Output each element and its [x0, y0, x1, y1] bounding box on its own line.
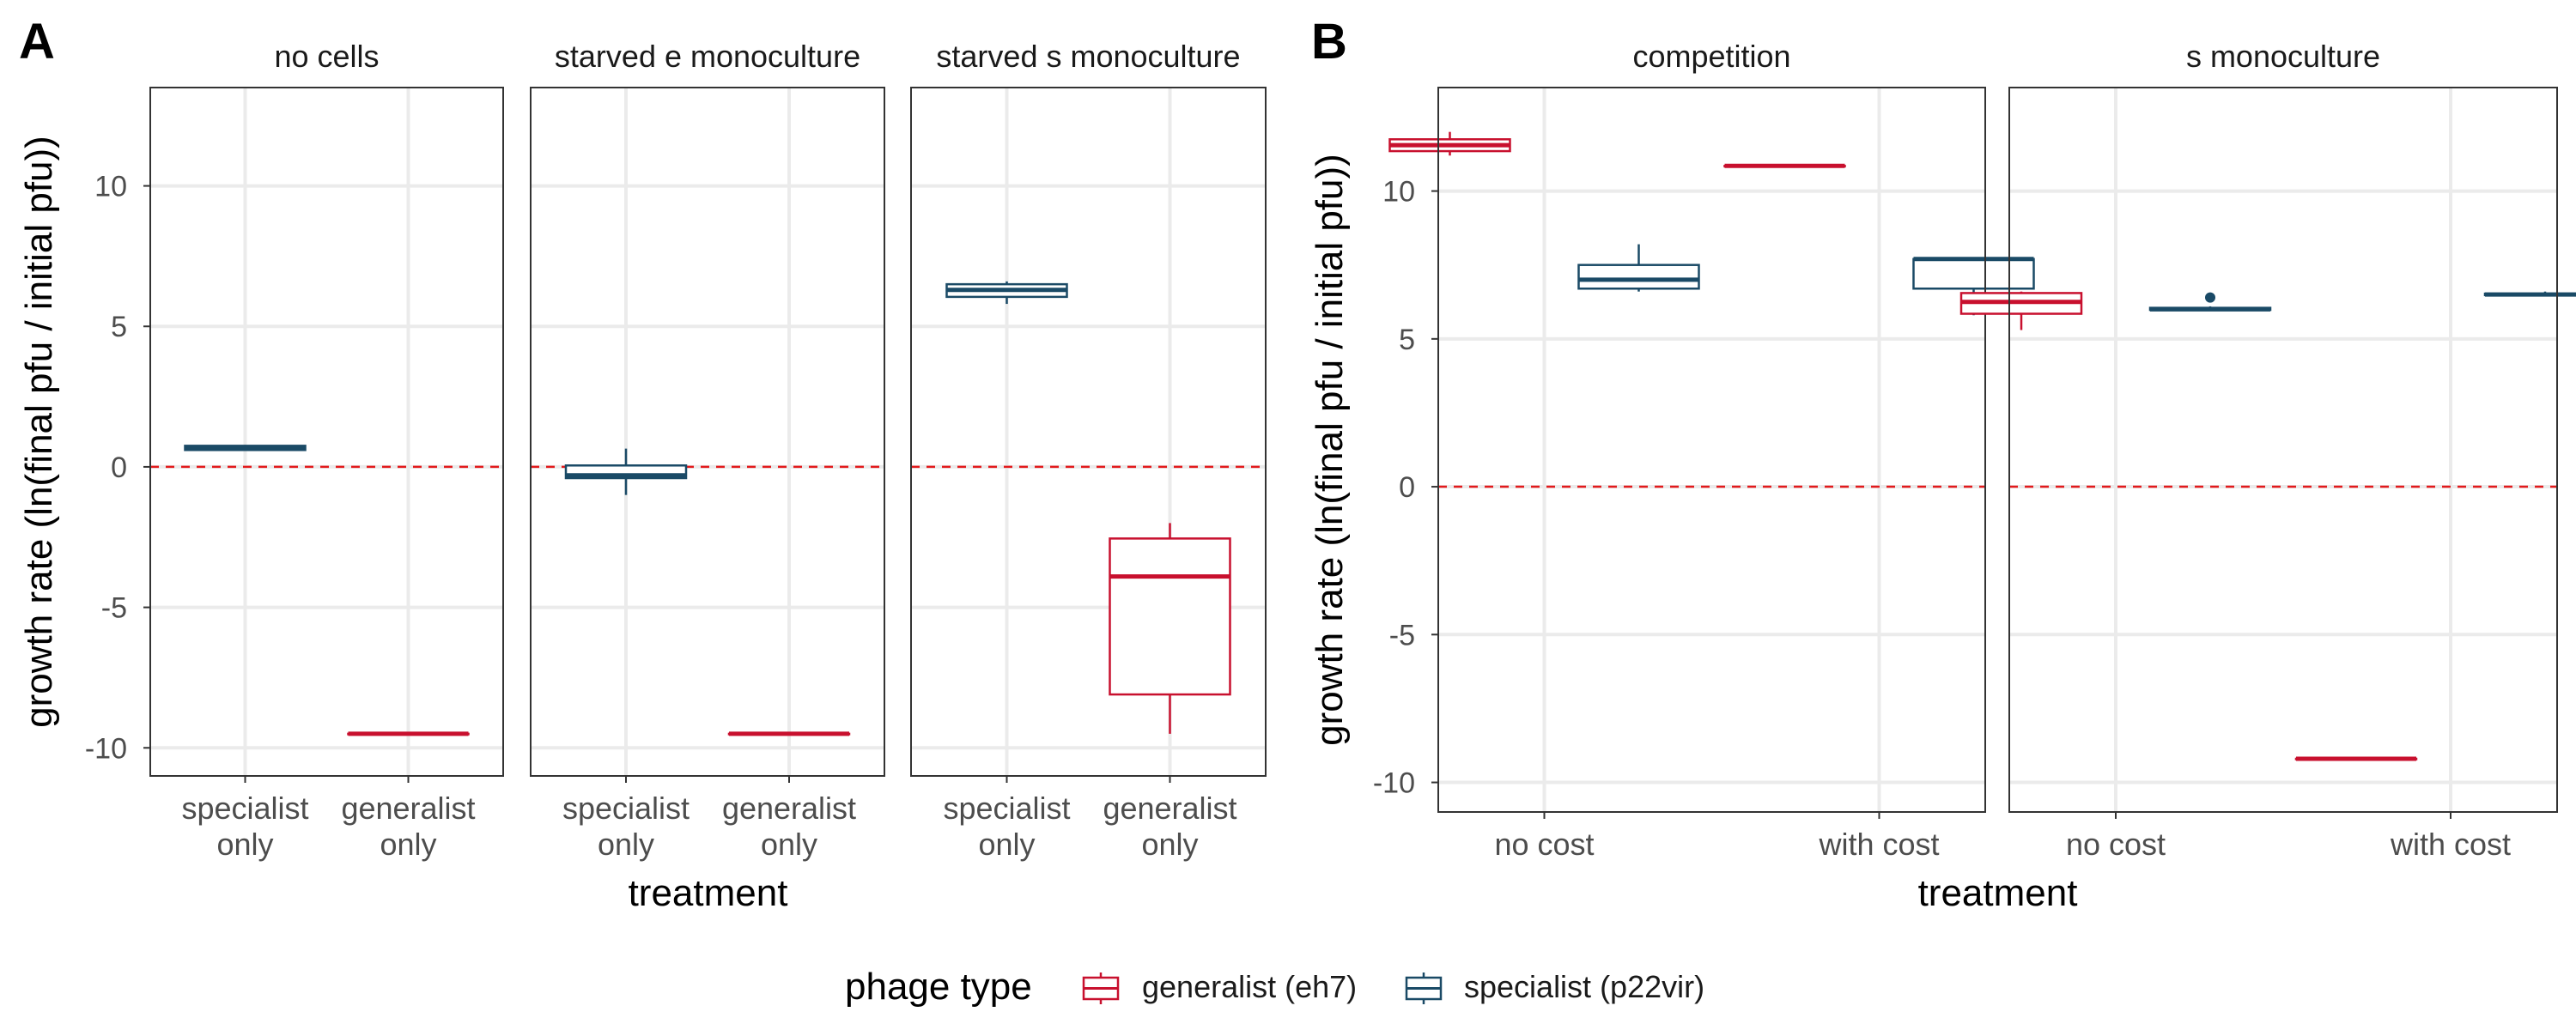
x-tick-label: only — [380, 827, 436, 862]
y-tick-label: 5 — [1399, 324, 1415, 356]
y-tick-label: -10 — [1373, 767, 1415, 800]
y-tick-label: -10 — [85, 732, 127, 765]
y-axis-title: growth rate (ln(final pfu / initial pfu)… — [18, 136, 60, 728]
facet-border — [530, 87, 885, 777]
y-tick-label: 0 — [111, 451, 127, 484]
box — [945, 281, 1068, 305]
y-tick-label: -5 — [1389, 619, 1415, 651]
x-tick-label: only — [978, 827, 1035, 862]
box — [564, 448, 688, 495]
x-tick-label: generalist — [341, 791, 475, 826]
box — [2294, 756, 2418, 761]
x-tick-label: generalist — [722, 791, 856, 826]
box — [2148, 292, 2272, 312]
box — [1388, 131, 1511, 156]
y-tick-label: 10 — [94, 171, 127, 203]
box-iqr — [1109, 537, 1231, 696]
box — [1723, 163, 1846, 168]
facet-title: competition — [1632, 39, 1790, 74]
legend-key-specialist — [1405, 972, 1443, 1004]
y-tick-label: 10 — [1382, 176, 1415, 209]
legend-label: generalist (eh7) — [1142, 969, 1357, 1004]
box-iqr — [1577, 264, 1700, 290]
legend-key-generalist — [1082, 972, 1120, 1004]
x-axis-title: treatment — [629, 872, 788, 914]
x-tick-label: only — [216, 827, 273, 862]
x-tick-label: only — [761, 827, 817, 862]
legend-title: phage type — [845, 966, 1032, 1008]
facet-title: starved e monoculture — [555, 39, 860, 74]
legend-label: specialist (p22vir) — [1464, 969, 1704, 1004]
panel-label: A — [19, 14, 55, 70]
facet-border — [149, 87, 504, 777]
box — [1912, 257, 2035, 316]
x-tick-label: with cost — [2390, 827, 2511, 862]
x-tick-label: no cost — [1494, 827, 1594, 862]
y-tick-label: 0 — [1399, 471, 1415, 504]
facet-border — [1437, 87, 1986, 813]
panel-label: B — [1311, 14, 1347, 70]
legend: phage type generalist (eh7) specialist (p2… — [845, 966, 1704, 1008]
x-tick-label: specialist — [562, 791, 690, 826]
box-outlier — [2205, 292, 2215, 303]
x-tick-label: with cost — [1818, 827, 1939, 862]
box — [727, 731, 851, 736]
y-tick-label: -5 — [101, 592, 127, 625]
x-tick-label: specialist — [181, 791, 308, 826]
box — [347, 731, 470, 736]
y-tick-label: 5 — [111, 311, 127, 343]
x-tick-label: only — [1141, 827, 1198, 862]
x-tick-label: no cost — [2066, 827, 2166, 862]
box — [1577, 244, 1700, 292]
y-axis-title: growth rate (ln(final pfu / initial pfu)… — [1309, 154, 1351, 746]
facet-border — [910, 87, 1267, 777]
facet-border — [2008, 87, 2558, 813]
box — [184, 445, 307, 451]
box — [2483, 291, 2576, 297]
box-iqr — [1912, 258, 2035, 290]
x-axis-title: treatment — [1918, 872, 2078, 914]
box — [1959, 291, 2083, 330]
box — [1109, 523, 1231, 734]
facet-title: no cells — [274, 39, 379, 74]
x-tick-label: generalist — [1103, 791, 1236, 826]
facet-title: s monoculture — [2186, 39, 2380, 74]
x-tick-label: specialist — [943, 791, 1070, 826]
facet-title: starved s monoculture — [936, 39, 1240, 74]
x-tick-label: only — [598, 827, 654, 862]
